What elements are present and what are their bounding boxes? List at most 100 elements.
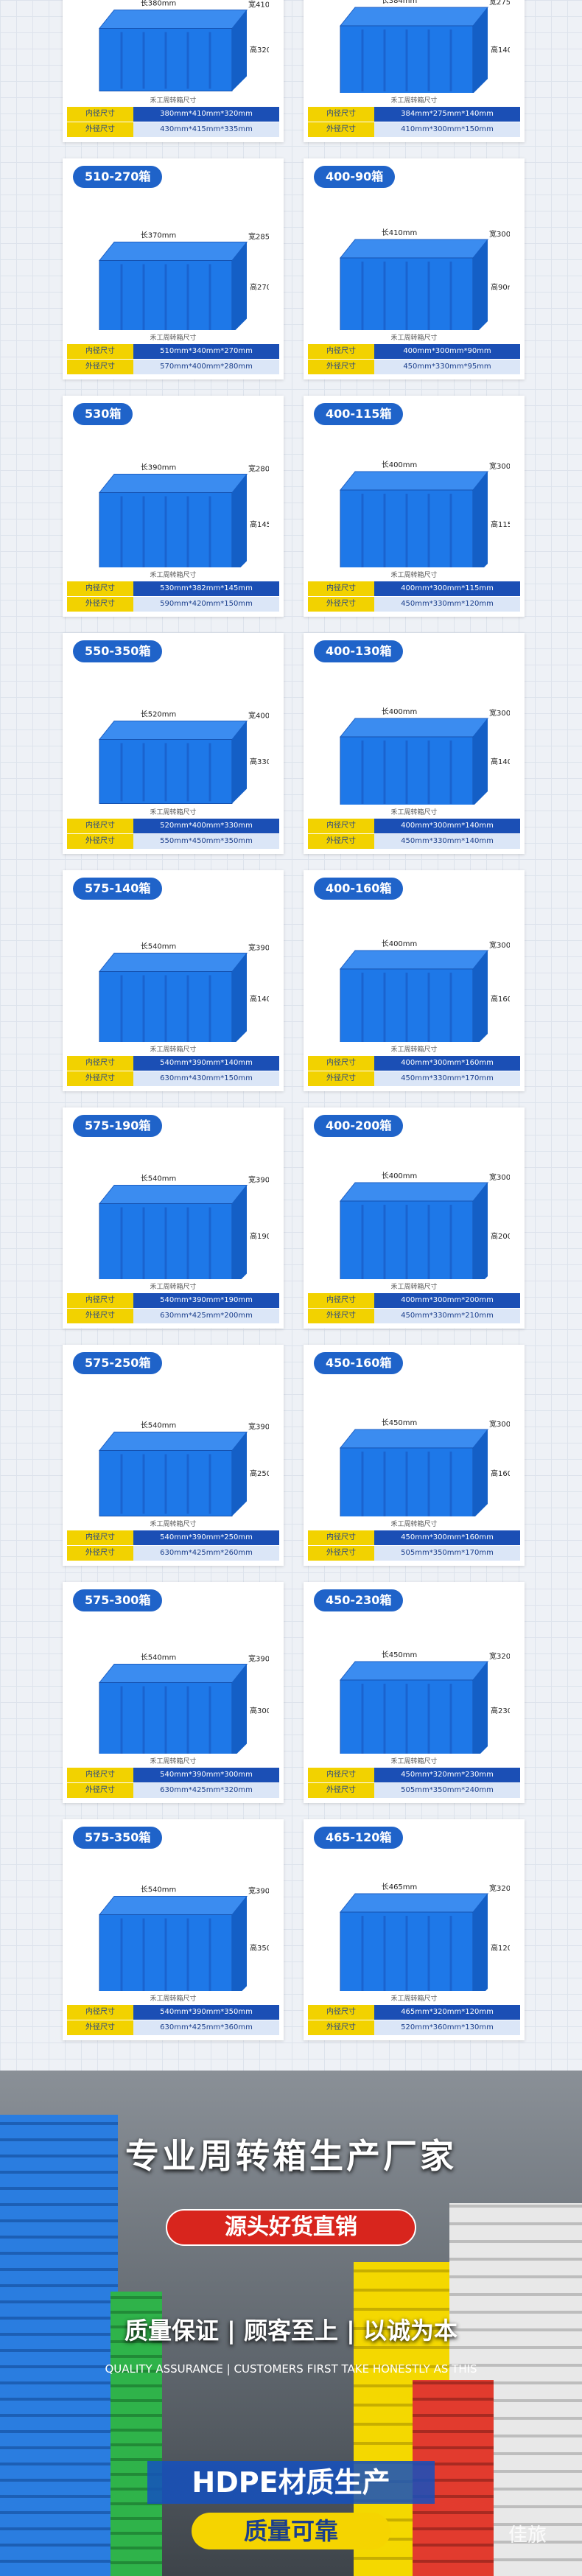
size-key: 外径尺寸 — [308, 597, 374, 612]
size-key: 内径尺寸 — [67, 1530, 133, 1545]
banner-slogan: 质量保证 | 顾客至上 | 以诚为本 — [125, 2317, 457, 2345]
dim-label: 宽320mm — [489, 1651, 510, 1661]
dim-label: 长400mm — [382, 461, 418, 469]
size-row: 内径尺寸 450mm*300mm*160mm — [308, 1530, 520, 1545]
size-key: 内径尺寸 — [308, 107, 374, 122]
box-side — [473, 7, 488, 93]
dim-label: 宽410mm — [248, 0, 269, 10]
size-row: 外径尺寸 630mm*425mm*360mm — [67, 2020, 279, 2035]
box-rim — [339, 718, 489, 738]
card-label: 400-160箱 — [314, 878, 404, 900]
size-row: 外径尺寸 410mm*300mm*150mm — [308, 122, 520, 137]
size-key: 外径尺寸 — [67, 1071, 133, 1086]
material-band — [147, 2461, 435, 2504]
dim-label: 宽390mm — [248, 1886, 269, 1896]
card-label: 400-130箱 — [314, 640, 404, 662]
box-image: 长400mm 宽300mm 高160mm — [339, 939, 510, 1042]
size-key: 内径尺寸 — [308, 581, 374, 596]
dim-label: 长400mm — [382, 707, 418, 716]
card-caption: 禾工周转箱尺寸 — [390, 1046, 438, 1054]
banner-slogan-en: QUALITY ASSURANCE | CUSTOMERS FIRST TAKE… — [105, 2362, 477, 2376]
box-rim — [98, 1664, 248, 1683]
size-key: 外径尺寸 — [67, 1309, 133, 1323]
size-key: 外径尺寸 — [308, 1309, 374, 1323]
box-side — [473, 1429, 488, 1516]
dim-label: 高160mm — [491, 994, 510, 1004]
size-key: 内径尺寸 — [308, 1768, 374, 1782]
size-row: 内径尺寸 465mm*320mm*120mm — [308, 2005, 520, 2020]
size-value: 450mm*330mm*120mm — [401, 600, 494, 608]
size-value: 450mm*330mm*95mm — [403, 363, 491, 371]
size-row: 内径尺寸 540mm*390mm*350mm — [67, 2005, 279, 2020]
size-row: 外径尺寸 570mm*400mm*280mm — [67, 360, 279, 374]
size-value: 590mm*420mm*150mm — [160, 600, 253, 608]
box-image: 长540mm 宽390mm 高350mm — [98, 1886, 269, 1991]
size-value: 430mm*415mm*335mm — [160, 125, 253, 133]
dim-label: 宽300mm — [489, 229, 510, 239]
size-key: 外径尺寸 — [308, 1071, 374, 1086]
size-value: 400mm*300mm*200mm — [401, 1296, 494, 1304]
size-row: 外径尺寸 630mm*425mm*320mm — [67, 1783, 279, 1798]
card-caption: 禾工周转箱尺寸 — [150, 1758, 197, 1765]
dim-label: 长520mm — [141, 710, 177, 719]
box-image: 长400mm 宽300mm 高140mm — [339, 707, 510, 805]
box-side — [232, 1664, 247, 1754]
box-side — [232, 721, 247, 804]
size-value: 450mm*330mm*210mm — [401, 1312, 494, 1320]
dim-label: 高140mm — [491, 45, 510, 55]
card-label: 510-270箱 — [73, 166, 163, 188]
dim-label: 长400mm — [382, 1172, 418, 1180]
dim-label: 高190mm — [250, 1231, 269, 1241]
dim-label: 长410mm — [382, 228, 418, 237]
size-value: 630mm*425mm*360mm — [160, 2023, 253, 2031]
size-value: 400mm*300mm*140mm — [401, 822, 494, 830]
card-label: 450-230箱 — [314, 1589, 404, 1611]
size-row: 外径尺寸 505mm*350mm*170mm — [308, 1546, 520, 1561]
dim-label: 高300mm — [250, 1706, 269, 1715]
box-side — [232, 10, 247, 91]
box-rim — [339, 471, 489, 491]
dim-label: 宽390mm — [248, 1175, 269, 1185]
size-value: 540mm*390mm*350mm — [160, 2008, 253, 2016]
size-value: 450mm*330mm*170mm — [401, 1074, 494, 1082]
card-caption: 禾工周转箱尺寸 — [150, 572, 197, 579]
dim-label: 长540mm — [141, 1421, 177, 1430]
dim-label: 长540mm — [141, 1175, 177, 1183]
box-side — [232, 474, 247, 567]
box-image: 长540mm 宽390mm 高250mm — [98, 1421, 269, 1516]
dim-label: 高145mm — [250, 519, 269, 529]
dim-label: 高140mm — [250, 994, 269, 1004]
dim-label: 高350mm — [250, 1943, 269, 1953]
banner-pill: 源头好货直销 — [225, 2214, 357, 2240]
dim-label: 宽390mm — [248, 1654, 269, 1664]
box-image: 长520mm 宽400mm 高330mm — [98, 710, 269, 804]
dim-label: 高115mm — [491, 519, 510, 529]
dim-label: 长540mm — [141, 942, 177, 951]
size-row: 内径尺寸 540mm*390mm*250mm — [67, 1530, 279, 1545]
dim-label: 宽300mm — [489, 1419, 510, 1429]
size-value: 400mm*300mm*90mm — [403, 347, 491, 355]
dim-label: 高330mm — [250, 757, 269, 766]
box-image: 长450mm 宽300mm 高160mm — [339, 1418, 510, 1516]
product-grid: 长380mm宽410mm高320mm禾工周转箱尺寸内径尺寸380mm*410mm… — [0, 0, 582, 2071]
banner-title: 专业周转箱生产厂家 — [125, 2136, 457, 2176]
box-image: 长400mm 宽300mm 高115mm — [339, 461, 510, 567]
size-row: 内径尺寸 400mm*300mm*200mm — [308, 1293, 520, 1308]
dim-label: 高120mm — [491, 1943, 510, 1953]
size-value: 540mm*390mm*140mm — [160, 1059, 253, 1067]
card-label: 400-115箱 — [314, 403, 404, 425]
box-side — [232, 1896, 247, 1991]
size-key: 外径尺寸 — [308, 1546, 374, 1561]
size-row: 外径尺寸 505mm*350mm*240mm — [308, 1783, 520, 1798]
dim-label: 高270mm — [250, 282, 269, 292]
dim-label: 宽300mm — [489, 708, 510, 718]
dim-label: 长390mm — [141, 463, 177, 472]
card-caption: 禾工周转箱尺寸 — [150, 97, 197, 105]
size-row: 外径尺寸 630mm*425mm*260mm — [67, 1546, 279, 1561]
quality-pill — [192, 2513, 390, 2549]
box-side — [473, 951, 488, 1042]
